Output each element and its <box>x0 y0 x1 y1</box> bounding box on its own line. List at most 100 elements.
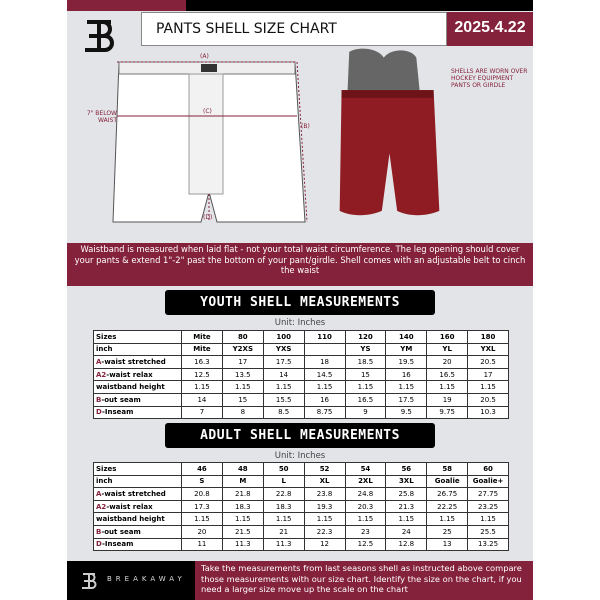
table-cell: 9 <box>344 405 387 420</box>
table-cell: 24.8 <box>344 487 387 501</box>
table-cell: 1.15 <box>385 512 428 526</box>
measure-name: inch <box>96 345 113 354</box>
table-cell: 1.15 <box>303 380 346 394</box>
table-cell: 20 <box>181 524 223 539</box>
measure-name: Sizes <box>96 332 117 341</box>
table-cell: 17.5 <box>262 355 305 369</box>
table-cell: 15 <box>344 367 387 382</box>
row-label: waistband height <box>93 512 182 526</box>
table-row: Sizes 46 48 50 52 54 56 58 60 <box>93 462 509 476</box>
table-cell: Goalie+ <box>467 474 509 489</box>
table-cell: 2XL <box>344 474 387 489</box>
row-label: A2-waist relax <box>93 499 182 514</box>
measure-letter: B <box>96 527 102 536</box>
table-cell: 19 <box>426 392 469 407</box>
measure-name: -waist relax <box>106 370 153 379</box>
table-cell: XL <box>303 474 346 489</box>
table-row: D-Inseam 11 11.3 11.3 12 12.5 12.8 13 13.25 <box>93 537 509 552</box>
table-cell: 1.15 <box>467 380 509 394</box>
table-cell: 19.5 <box>385 355 428 369</box>
table-cell: 54 <box>344 462 387 476</box>
table-cell: 21.3 <box>385 499 428 514</box>
table-row: A2-waist relax 12.5 13.5 14 14.5 15 16 16.5 17 <box>93 367 509 382</box>
measure-letter: B <box>96 395 102 404</box>
table-cell: 1.15 <box>181 512 223 526</box>
table-cell: 14 <box>262 367 305 382</box>
table-cell: 15 <box>221 392 264 407</box>
size-chart-sheet: PANTS SHELL SIZE CHART 2025.4.22 (A) (C)… <box>67 0 533 600</box>
table-cell: 18.3 <box>262 499 305 514</box>
table-cell: 8.5 <box>262 405 305 420</box>
measure-letter: A <box>96 489 102 498</box>
top-bar-accent <box>67 0 186 11</box>
table-cell: 27.75 <box>467 487 509 501</box>
table-row: A-waist stretched 20.8 21.8 22.8 23.8 24.8 25.… <box>93 487 509 501</box>
table-cell: 17.5 <box>385 392 428 407</box>
table-cell: 1.15 <box>344 380 387 394</box>
table-cell: 22.3 <box>303 524 346 539</box>
table-cell: YM <box>385 342 428 357</box>
table-cell: 19.3 <box>303 499 346 514</box>
table-cell: 11 <box>181 537 223 552</box>
table-cell: YS <box>344 342 387 357</box>
table-row: inch Mite Y2XS YXS YS YM YL YXL <box>93 342 509 357</box>
adult-unit: Unit: Inches <box>274 451 326 461</box>
youth-size-table: Sizes Mite 80 100 110 120 140 160 180 inch Mite Y2X… <box>93 330 509 420</box>
row-label: D-Inseam <box>93 537 182 552</box>
table-cell: 9.75 <box>426 405 469 420</box>
youth-section-title: YOUTH SHELL MEASUREMENTS <box>165 290 435 315</box>
table-cell: 1.15 <box>426 380 469 394</box>
table-cell: 11.3 <box>262 537 305 552</box>
row-label: waistband height <box>93 380 182 394</box>
table-cell: 11.3 <box>221 537 264 552</box>
table-cell: 14 <box>181 392 223 407</box>
table-cell: 1.15 <box>221 380 264 394</box>
table-cell: 18.5 <box>344 355 387 369</box>
table-cell: 60 <box>467 462 509 476</box>
label-c: (C) <box>203 108 212 115</box>
table-cell: 1.15 <box>262 380 305 394</box>
measure-name: -waist relax <box>106 502 153 511</box>
table-row: Sizes Mite 80 100 110 120 140 160 180 <box>93 330 509 344</box>
measure-letter: A <box>96 357 102 366</box>
table-cell: 21 <box>262 524 305 539</box>
table-cell: 18 <box>303 355 346 369</box>
table-cell: 25 <box>426 524 469 539</box>
table-cell: 3XL <box>385 474 428 489</box>
table-cell: 20.5 <box>467 355 509 369</box>
table-cell: 12.5 <box>344 537 387 552</box>
table-cell: 8 <box>221 405 264 420</box>
table-cell: 120 <box>344 330 387 344</box>
table-cell: L <box>262 474 305 489</box>
table-cell: 20.5 <box>467 392 509 407</box>
table-cell: 1.15 <box>467 512 509 526</box>
table-cell: YL <box>426 342 469 357</box>
row-label: Sizes <box>93 330 182 344</box>
measure-name: inch <box>96 477 113 486</box>
measure-letter: D <box>96 408 102 417</box>
instructions-band: Waistband is measured when laid flat - n… <box>67 243 533 286</box>
table-cell: 140 <box>385 330 428 344</box>
table-cell: 15.5 <box>262 392 305 407</box>
table-row: waistband height 1.15 1.15 1.15 1.15 1.15 1.15… <box>93 380 509 394</box>
row-label: A-waist stretched <box>93 487 182 501</box>
table-cell: 1.15 <box>385 380 428 394</box>
top-bar <box>186 0 533 11</box>
table-cell: 56 <box>385 462 428 476</box>
table-cell: 160 <box>426 330 469 344</box>
table-cell: 52 <box>303 462 346 476</box>
label-b: (B) <box>301 123 310 130</box>
measure-name: -Inseam <box>101 540 134 549</box>
table-cell: YXL <box>467 342 509 357</box>
table-cell: 180 <box>467 330 509 344</box>
table-row: A2-waist relax 17.3 18.3 18.3 19.3 20.3 21.3 22… <box>93 499 509 514</box>
row-label: B-out seam <box>93 392 182 407</box>
table-cell: 16 <box>303 392 346 407</box>
table-cell: 12.5 <box>181 367 223 382</box>
shell-note: SHELLS ARE WORN OVER HOCKEY EQUIPMENT PA… <box>451 68 528 89</box>
youth-unit: Unit: Inches <box>274 318 326 328</box>
row-label: A-waist stretched <box>93 355 182 369</box>
table-cell: 23.25 <box>467 499 509 514</box>
table-cell: 48 <box>221 462 264 476</box>
table-cell: 16.5 <box>344 392 387 407</box>
